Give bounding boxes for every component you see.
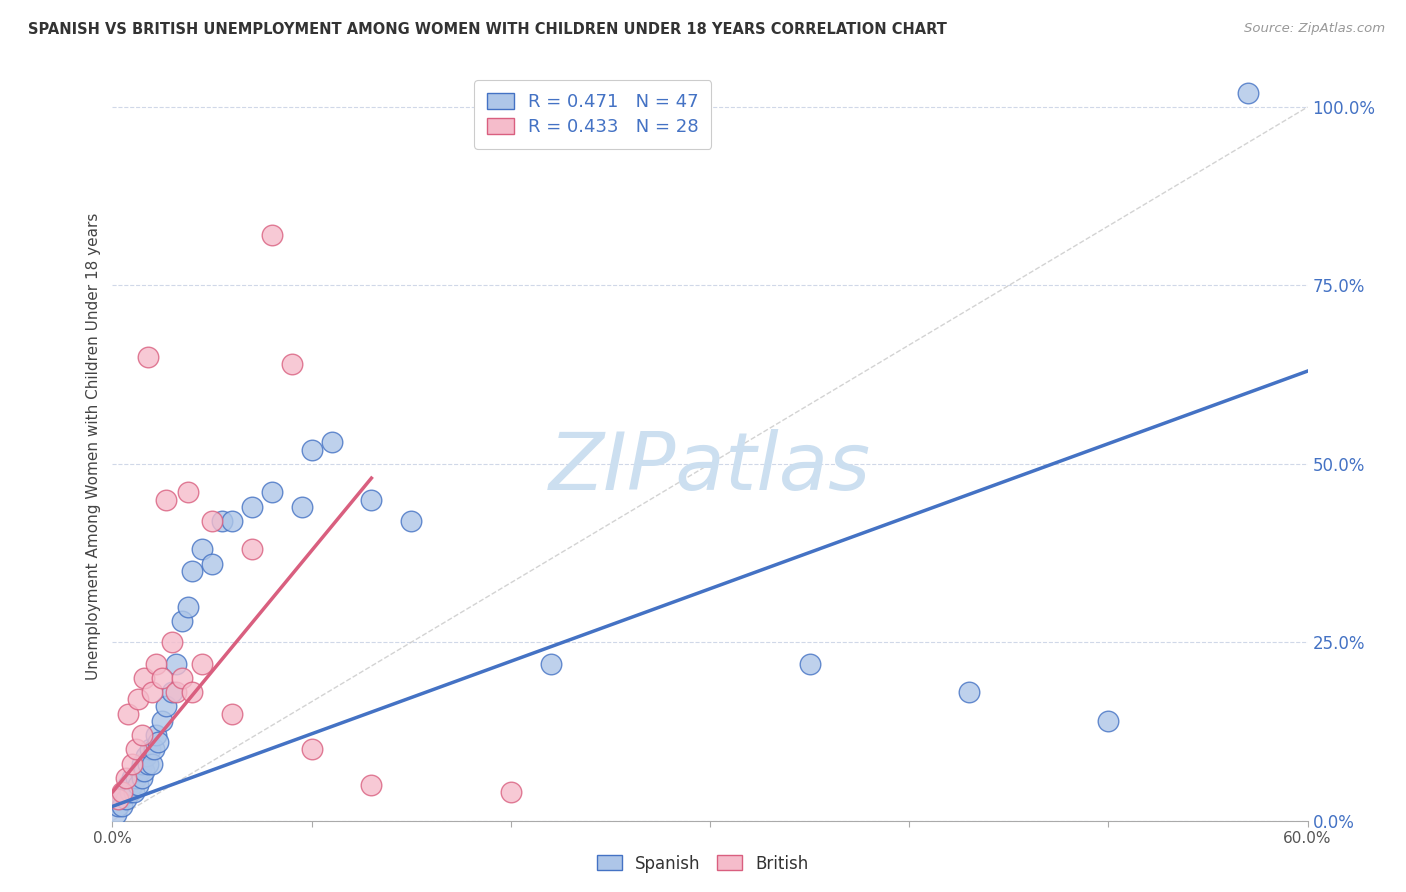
Point [141,756,163,771]
Point [131,756,153,771]
Point [281,357,304,371]
Point [105,806,128,821]
Point [131,771,153,785]
Point [120,785,142,799]
Point [291,500,314,514]
Point [1097,714,1119,728]
Point [260,485,283,500]
Point [143,742,166,756]
Point [141,685,163,699]
Point [1237,86,1260,100]
Point [150,671,173,685]
Point [172,614,194,628]
Point [799,657,821,671]
Point [172,671,194,685]
Point [165,657,187,671]
Text: Source: ZipAtlas.com: Source: ZipAtlas.com [1244,22,1385,36]
Point [121,778,143,792]
Text: ZIPatlas: ZIPatlas [548,429,872,508]
Point [131,728,153,742]
Point [201,514,224,528]
Point [181,564,204,578]
Point [121,756,143,771]
Point [129,764,152,778]
Point [115,771,138,785]
Point [111,799,134,814]
Point [107,792,129,806]
Point [145,657,167,671]
Point [177,485,200,500]
Point [115,792,138,806]
Point [138,350,160,364]
Point [107,799,129,814]
Point [177,599,200,614]
Y-axis label: Unemployment Among Women with Children Under 18 years: Unemployment Among Women with Children U… [86,212,101,680]
Point [321,435,343,450]
Point [139,742,162,756]
Point [117,778,139,792]
Point [360,492,382,507]
Point [134,671,156,685]
Point [499,785,522,799]
Point [301,442,323,457]
Legend: Spanish, British: Spanish, British [591,848,815,880]
Point [301,742,323,756]
Point [221,706,243,721]
Point [240,542,263,557]
Point [127,778,149,792]
Point [221,514,243,528]
Point [162,635,183,649]
Text: SPANISH VS BRITISH UNEMPLOYMENT AMONG WOMEN WITH CHILDREN UNDER 18 YEARS CORRELA: SPANISH VS BRITISH UNEMPLOYMENT AMONG WO… [28,22,948,37]
Point [127,692,149,706]
Point [138,756,160,771]
Point [957,685,980,699]
Point [155,492,177,507]
Point [191,542,214,557]
Point [360,778,382,792]
Point [260,228,283,243]
Point [540,657,562,671]
Legend: R = 0.471   N = 47, R = 0.433   N = 28: R = 0.471 N = 47, R = 0.433 N = 28 [474,80,711,148]
Point [191,657,214,671]
Point [148,735,170,749]
Point [201,557,224,571]
Point [117,706,139,721]
Point [145,728,167,742]
Point [165,685,187,699]
Point [162,685,183,699]
Point [125,771,148,785]
Point [125,742,148,756]
Point [121,771,143,785]
Point [240,500,263,514]
Point [124,785,146,799]
Point [110,792,132,806]
Point [111,785,134,799]
Point [135,749,157,764]
Point [134,764,156,778]
Point [181,685,204,699]
Point [150,714,173,728]
Point [114,785,135,799]
Point [401,514,423,528]
Point [155,699,177,714]
Point [211,514,233,528]
